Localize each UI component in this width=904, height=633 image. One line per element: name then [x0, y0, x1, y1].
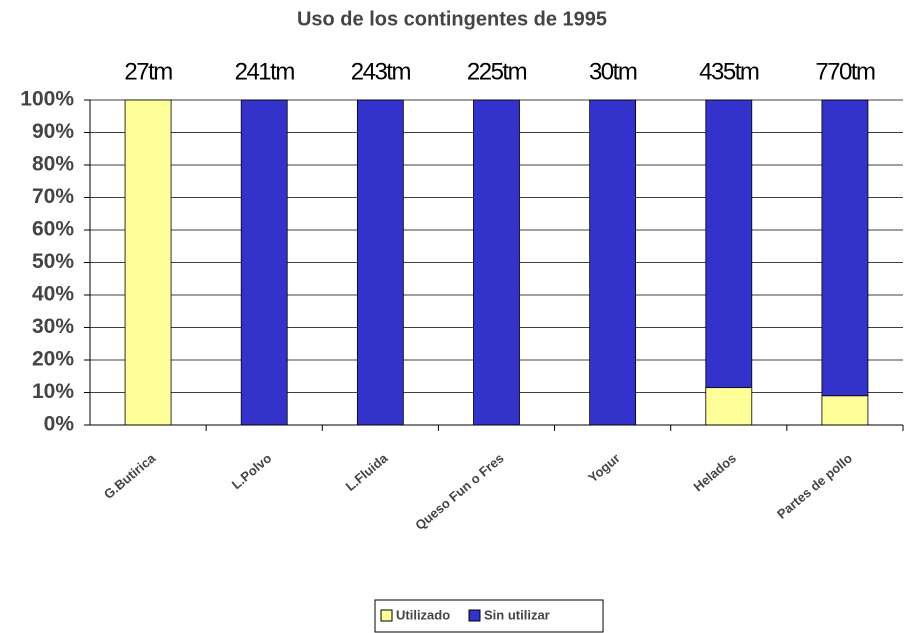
- y-tick-label: 60%: [32, 218, 74, 241]
- x-tick-label: Yogur: [585, 450, 623, 485]
- bar-segment: [356, 99, 404, 426]
- y-tick-label: 80%: [32, 153, 74, 176]
- x-tick-label: L.Polvo: [229, 450, 275, 492]
- bar-segment: [124, 99, 172, 426]
- bar-segment: [821, 99, 869, 397]
- x-tick-label: Helados: [691, 450, 739, 494]
- bar-segment: [240, 99, 288, 426]
- legend-label: Utilizado: [396, 607, 450, 622]
- bar-annotation: 30tm: [589, 58, 637, 85]
- legend-swatch: [468, 609, 481, 622]
- bar-annotation: 27tm: [124, 58, 172, 85]
- x-tick-label: L.Fluida: [343, 450, 391, 494]
- y-tick-label: 0%: [44, 413, 75, 436]
- bar-segment: [705, 387, 753, 426]
- chart-title: Uso de los contingentes de 1995: [297, 8, 607, 30]
- legend-swatch: [380, 609, 393, 622]
- y-tick-label: 90%: [32, 120, 74, 143]
- y-tick-label: 10%: [32, 380, 74, 403]
- y-tick-label: 20%: [32, 348, 74, 371]
- x-tick-label: Partes de pollo: [774, 450, 855, 521]
- bar-segment: [705, 99, 753, 389]
- bar-annotation: 225tm: [467, 58, 527, 85]
- y-tick-label: 50%: [32, 250, 74, 273]
- legend-label: Sin utilizar: [484, 607, 550, 622]
- x-tick-label: G.Butirica: [101, 450, 159, 502]
- y-tick-label: 100%: [20, 88, 74, 111]
- y-tick-label: 30%: [32, 315, 74, 338]
- x-tick-label: Queso Fun o Fres: [412, 450, 506, 533]
- bar-annotation: 435tm: [699, 58, 759, 85]
- legend: [374, 599, 604, 633]
- bar-annotation: 770tm: [815, 58, 875, 85]
- bar-annotation: 243tm: [351, 58, 411, 85]
- bar-segment: [473, 99, 520, 426]
- bar-segment: [821, 395, 869, 426]
- y-tick-label: 70%: [32, 185, 74, 208]
- bar-segment: [589, 99, 637, 426]
- bar-annotation: 241tm: [235, 58, 295, 85]
- y-tick-label: 40%: [32, 283, 74, 306]
